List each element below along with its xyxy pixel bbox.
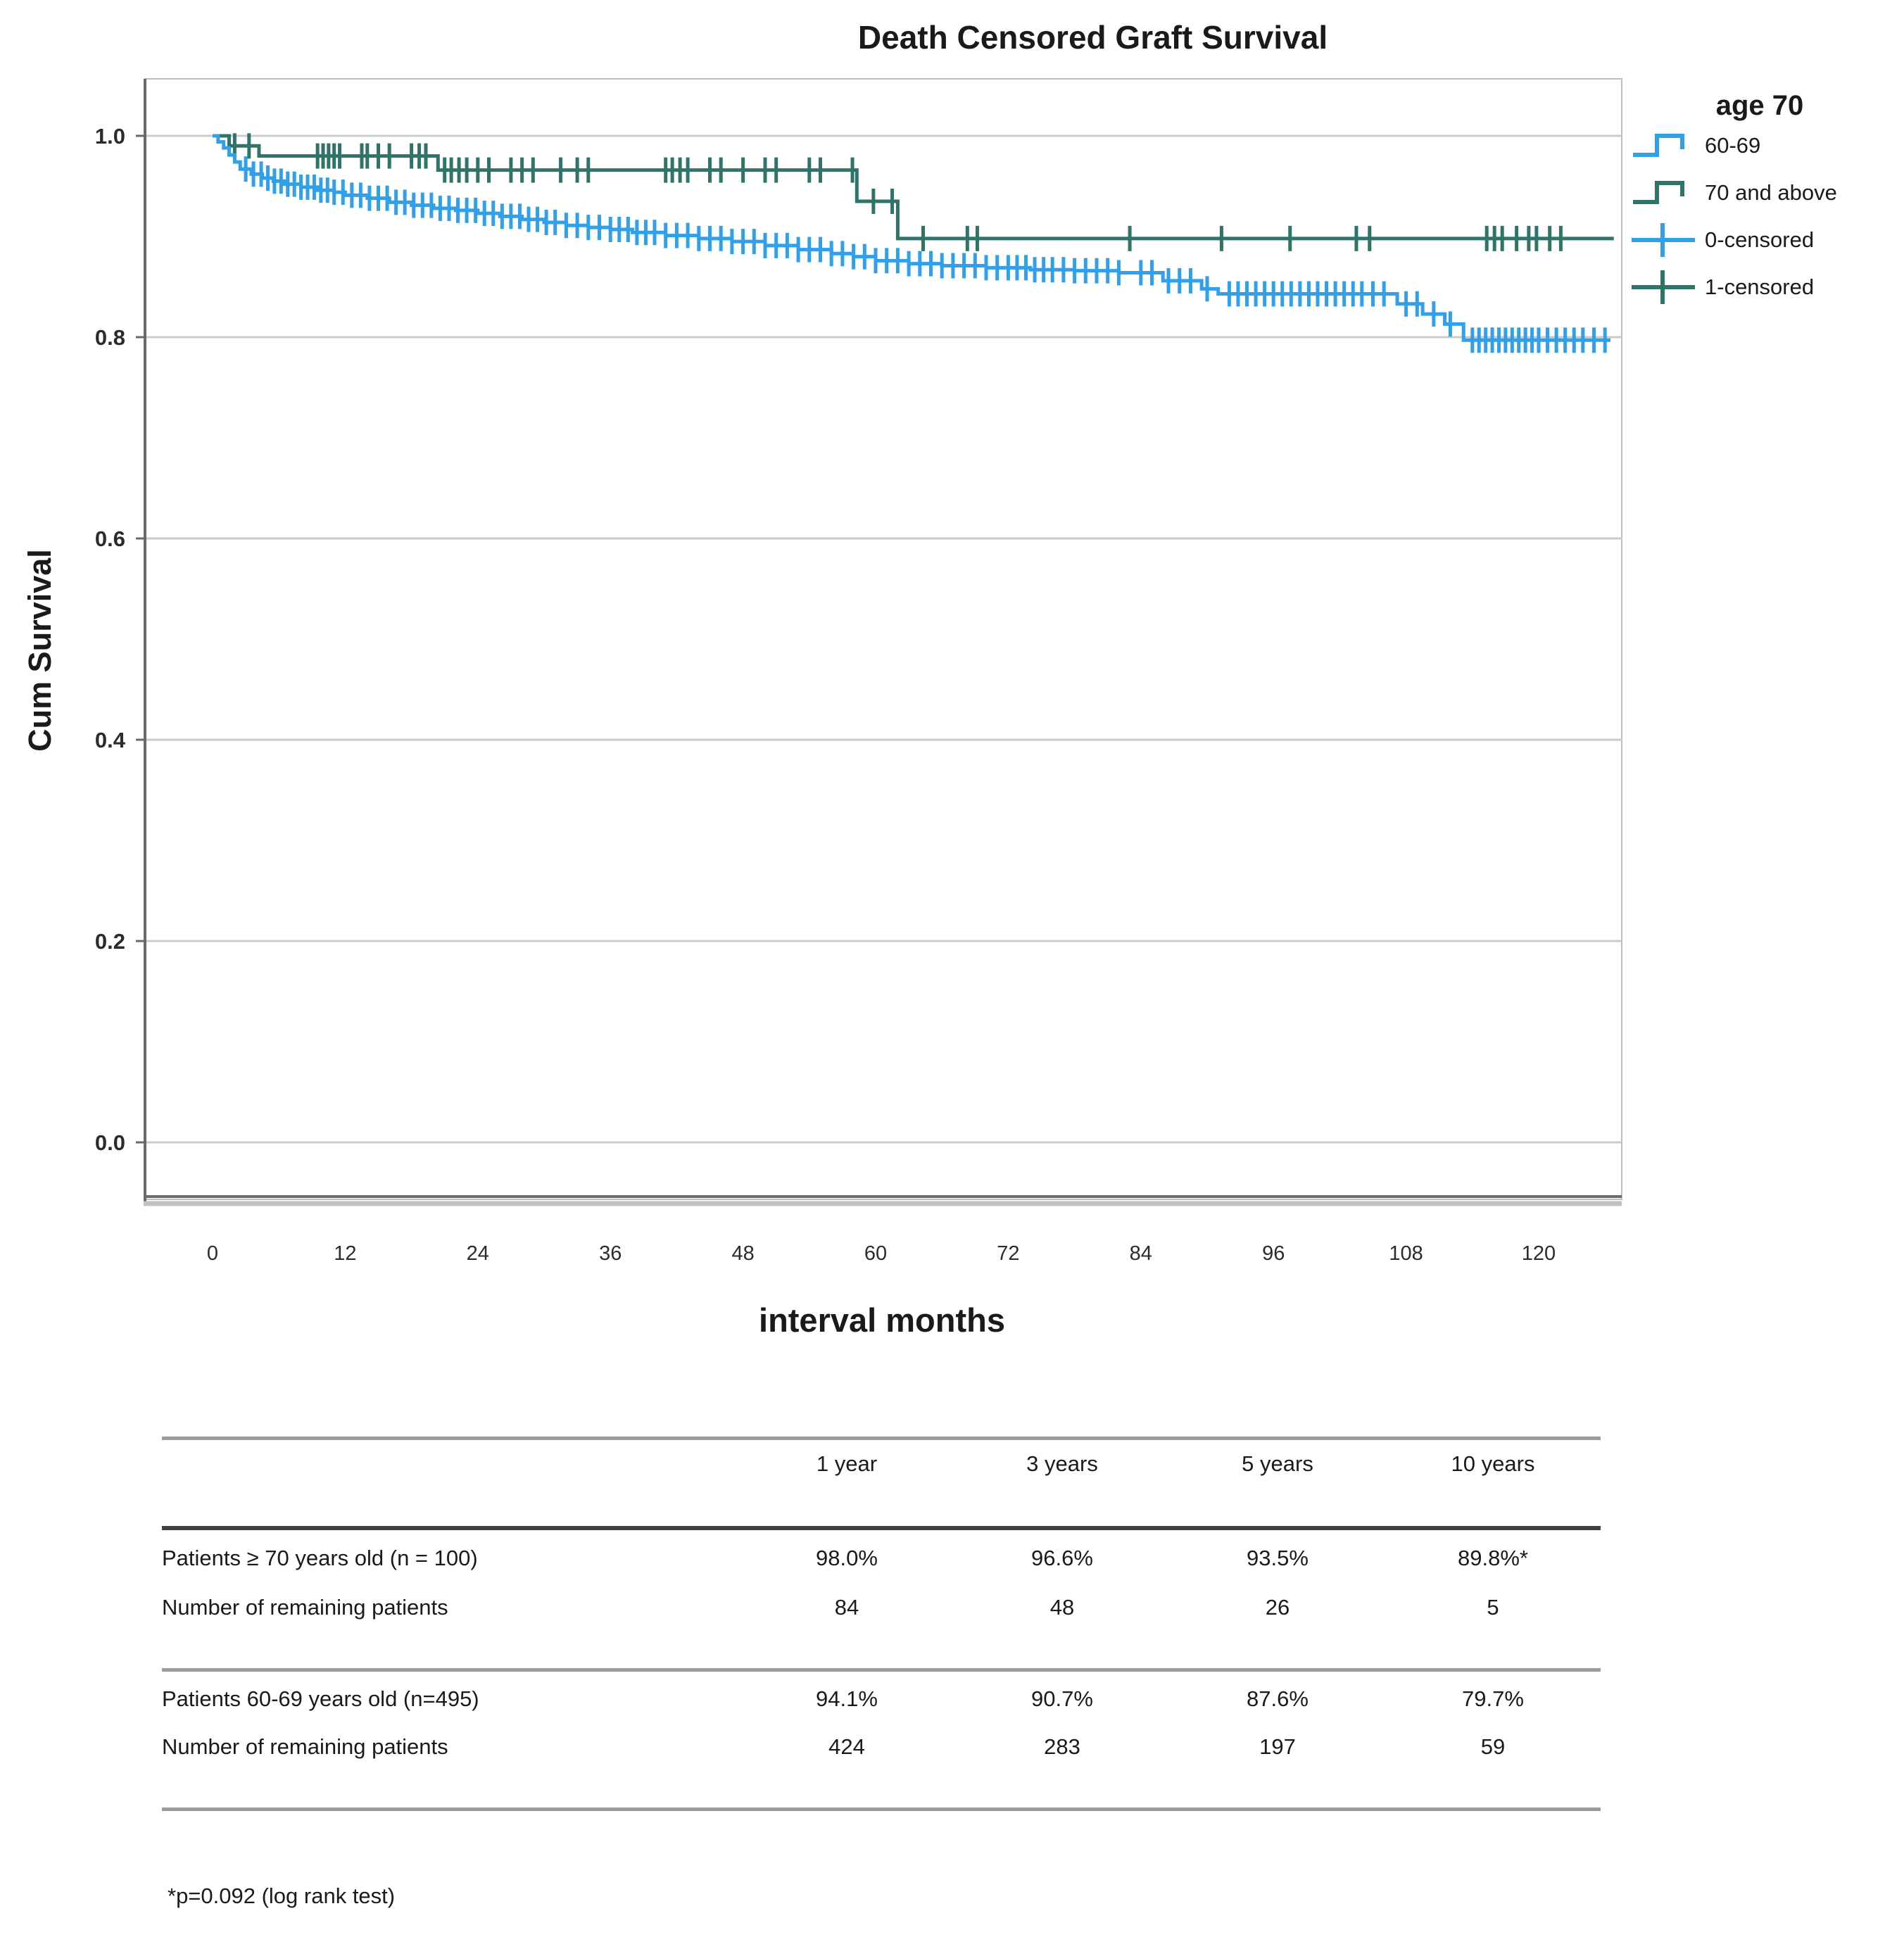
table-header-spacer bbox=[162, 1451, 739, 1477]
x-axis-title: interval months bbox=[759, 1301, 1005, 1339]
table-rule-bottom bbox=[162, 1807, 1601, 1811]
row-value: 87.6% bbox=[1247, 1686, 1309, 1711]
x-tick-label: 72 bbox=[997, 1242, 1019, 1265]
row-value: 89.8%* bbox=[1458, 1546, 1528, 1570]
row-value: 59 bbox=[1480, 1734, 1506, 1759]
table-row: Patients ≥ 70 years old (n = 100) 98.0% … bbox=[162, 1546, 1601, 1571]
censor-cross-icon bbox=[1632, 270, 1695, 304]
y-tick-label: 0.6 bbox=[95, 526, 125, 551]
legend-entry-label: 0-censored bbox=[1705, 227, 1815, 252]
row-label: Number of remaining patients bbox=[162, 1734, 448, 1759]
legend-entry-0-censored: 0-censored bbox=[1630, 216, 1898, 263]
legend-title: age 70 bbox=[1715, 90, 1804, 121]
y-tick-label: 0.2 bbox=[95, 929, 125, 954]
table-row: Number of remaining patients 84 48 26 5 bbox=[162, 1595, 1601, 1620]
chart-title: Death Censored Graft Survival bbox=[857, 19, 1328, 56]
row-value: 84 bbox=[834, 1595, 859, 1620]
x-tick-label: 0 bbox=[207, 1242, 218, 1265]
row-value: 26 bbox=[1265, 1595, 1290, 1620]
row-value: 5 bbox=[1487, 1595, 1499, 1620]
y-axis-title: Cum Survival bbox=[22, 549, 58, 752]
x-tick-label: 24 bbox=[467, 1242, 489, 1265]
footnote-log-rank: *p=0.092 (log rank test) bbox=[168, 1884, 396, 1908]
table-rule-mid bbox=[162, 1668, 1601, 1672]
y-tick-label: 0.0 bbox=[95, 1130, 125, 1155]
row-value: 98.0% bbox=[816, 1546, 878, 1570]
x-tick-label: 12 bbox=[334, 1242, 356, 1265]
table-rule-top bbox=[162, 1437, 1601, 1440]
survival-curve-70-and-above bbox=[213, 134, 1614, 241]
x-tick-label: 60 bbox=[864, 1242, 887, 1265]
plot-frame bbox=[144, 78, 1622, 1200]
y-tick-label: 1.0 bbox=[95, 124, 125, 149]
table-header-row: 1 year 3 years 5 years 10 years bbox=[162, 1451, 1601, 1477]
row-value: 197 bbox=[1259, 1734, 1296, 1759]
table-row: Patients 60-69 years old (n=495) 94.1% 9… bbox=[162, 1686, 1601, 1712]
row-value: 79.7% bbox=[1462, 1686, 1524, 1711]
legend: age 70 60-69 70 and above 0-censored 1-cens… bbox=[1630, 90, 1898, 310]
row-value: 94.1% bbox=[816, 1686, 878, 1711]
x-tick-label: 84 bbox=[1130, 1242, 1152, 1265]
row-value: 48 bbox=[1049, 1595, 1075, 1620]
table-header-10years: 10 years bbox=[1451, 1451, 1535, 1476]
x-tick-label: 96 bbox=[1262, 1242, 1285, 1265]
row-label: Patients ≥ 70 years old (n = 100) bbox=[162, 1546, 478, 1570]
legend-entry-60-69: 60-69 bbox=[1630, 122, 1898, 169]
legend-entry-70-and-above: 70 and above bbox=[1630, 169, 1898, 216]
legend-entries: 60-69 70 and above 0-censored 1-censored bbox=[1630, 122, 1898, 310]
step-line-icon bbox=[1633, 133, 1684, 157]
row-label: Number of remaining patients bbox=[162, 1595, 448, 1620]
legend-entry-label: 60-69 bbox=[1705, 132, 1761, 158]
table-header-5years: 5 years bbox=[1242, 1451, 1313, 1476]
row-value: 424 bbox=[828, 1734, 865, 1759]
row-value: 90.7% bbox=[1031, 1686, 1093, 1711]
y-tick-label: 0.4 bbox=[95, 728, 126, 752]
x-tick-label: 48 bbox=[731, 1242, 754, 1265]
step-line-icon bbox=[1633, 180, 1684, 204]
table-header-1year: 1 year bbox=[816, 1451, 878, 1476]
legend-entry-label: 1-censored bbox=[1705, 274, 1815, 299]
table-rule-header bbox=[162, 1526, 1601, 1530]
row-value: 283 bbox=[1044, 1734, 1080, 1759]
legend-entry-1-censored: 1-censored bbox=[1630, 263, 1898, 310]
x-tick-label: 120 bbox=[1522, 1242, 1556, 1265]
row-value: 96.6% bbox=[1031, 1546, 1093, 1570]
y-tick-label: 0.8 bbox=[95, 325, 125, 350]
censor-cross-icon bbox=[1632, 222, 1695, 257]
x-tick-label: 36 bbox=[599, 1242, 622, 1265]
table-row: Number of remaining patients 424 283 197… bbox=[162, 1734, 1601, 1760]
survival-summary-table: 1 year 3 years 5 years 10 years Patients… bbox=[162, 1429, 1601, 1823]
survival-chart: 1.0 0.8 0.6 0.4 0.2 0.0 0 12 24 36 48 60 72 84 96 108 12… bbox=[95, 78, 1622, 1265]
row-label: Patients 60-69 years old (n=495) bbox=[162, 1686, 479, 1711]
row-value: 93.5% bbox=[1247, 1546, 1309, 1570]
table-header-3years: 3 years bbox=[1026, 1451, 1098, 1476]
x-tick-label: 108 bbox=[1389, 1242, 1423, 1265]
legend-entry-label: 70 and above bbox=[1705, 179, 1837, 205]
